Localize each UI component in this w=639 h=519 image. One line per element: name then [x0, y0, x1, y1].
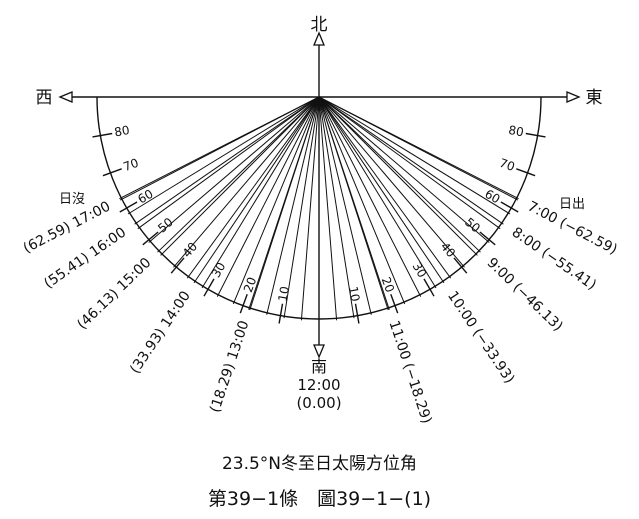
scale-number: 70 [497, 156, 516, 174]
sun-ray [318, 96, 422, 297]
sun-ray [300, 96, 320, 321]
south-arrow [313, 344, 325, 359]
north-label: 北 [311, 15, 328, 35]
scale-tick [239, 294, 248, 314]
sun-ray [157, 96, 320, 253]
scale-number: 30 [209, 260, 229, 280]
scale-number: 80 [507, 123, 524, 139]
scale-tick [516, 168, 536, 177]
north-arrow [313, 31, 325, 46]
scale-tick [453, 257, 468, 274]
scale-number: 30 [410, 260, 430, 280]
sun-ray [134, 96, 320, 225]
scale-number: 80 [113, 123, 130, 139]
scale-number: 10 [346, 285, 362, 302]
diagram-subtitle: 23.5°N冬至日太陽方位角 [221, 454, 418, 474]
sun-ray [318, 96, 478, 256]
sun-ray [318, 96, 511, 215]
sun-ray [137, 96, 320, 230]
south-label: 南 [311, 357, 327, 376]
scale-tick [390, 294, 399, 314]
noon-time-label: 12:00 [297, 376, 340, 394]
hour-label-afternoon: (33.93) 14:00 [127, 288, 194, 376]
scale-number: 20 [241, 275, 259, 294]
scale-tick [142, 231, 159, 246]
sun-ray [201, 96, 320, 289]
sun-ray [119, 96, 320, 201]
sun-rays [119, 96, 519, 321]
scale-number: 60 [482, 187, 502, 207]
sun-ray [160, 96, 320, 256]
sun-ray [232, 96, 320, 305]
sun-ray [186, 96, 320, 279]
sun-ray [318, 96, 452, 279]
sun-ray [318, 96, 372, 315]
sun-ray [127, 96, 320, 215]
sun-ray [318, 96, 490, 243]
sun-ray [216, 96, 320, 297]
sun-ray [173, 96, 320, 268]
sun-ray [318, 96, 338, 321]
hour-label-afternoon: (18.29) 13:00 [207, 319, 252, 415]
sun-ray [318, 96, 519, 201]
noon-azimuth-label: (0.00) [296, 394, 341, 412]
scale-tick [92, 132, 113, 138]
scale-tick [278, 303, 284, 324]
scale-number: 60 [135, 187, 155, 207]
scale-tick [203, 278, 215, 297]
sun-ray [318, 96, 481, 253]
scale-tick [119, 201, 138, 213]
hour-label-morning: 10:00 (−33.93) [444, 288, 517, 386]
sun-ray [318, 96, 465, 268]
scale-number: 10 [276, 285, 292, 302]
figure-number: 第39−1條 圖39−1−(1) [207, 488, 432, 510]
west-label: 西 [36, 88, 53, 108]
sun-ray [266, 96, 320, 315]
scale-tick [170, 257, 185, 274]
scale-number: 20 [379, 275, 397, 294]
scale-tick [525, 132, 546, 138]
sun-ray [193, 96, 320, 284]
scale-tick [423, 278, 435, 297]
scale-tick [500, 201, 519, 213]
sunset-label: 日沒 [59, 192, 85, 207]
sun-ray [318, 96, 406, 305]
sun-ray [318, 96, 390, 310]
sun-ray [248, 96, 320, 310]
west-arrow [58, 91, 73, 103]
sun-ray [148, 96, 320, 243]
east-label: 東 [586, 88, 603, 108]
sunrise-label: 日出 [559, 197, 585, 212]
east-arrow [566, 91, 581, 103]
sun-ray [318, 96, 437, 289]
scale-tick [354, 303, 360, 324]
sun-ray [318, 96, 445, 284]
sun-ray [318, 96, 501, 230]
sun-ray [318, 96, 355, 319]
hour-label-morning: 11:00 (−18.29) [386, 319, 435, 426]
sun-ray [283, 96, 320, 319]
scale-number: 70 [121, 156, 140, 174]
scale-tick [102, 168, 122, 177]
sun-ray [318, 96, 504, 225]
scale-tick [479, 231, 496, 246]
